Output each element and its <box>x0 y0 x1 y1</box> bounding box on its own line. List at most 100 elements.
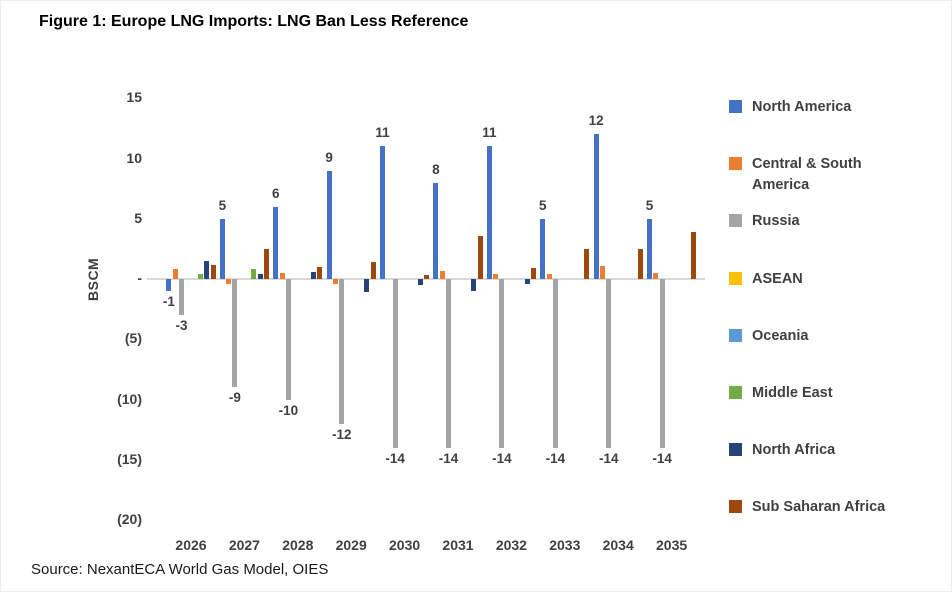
y-tick-label: 5 <box>134 209 142 226</box>
x-tick-label-2027: 2027 <box>228 537 260 553</box>
bar-central-south-america-2035 <box>653 272 659 279</box>
legend-label: Central & South America <box>752 156 862 194</box>
source-note: Source: NexantECA World Gas Model, OIES <box>31 561 329 578</box>
y-tick-label: (15) <box>117 450 142 467</box>
x-tick-label-2035: 2035 <box>656 537 688 553</box>
legend-item-north-america: North America <box>729 97 902 118</box>
data-label: 6 <box>271 185 280 201</box>
legend-item-north-africa: North Africa <box>729 440 902 461</box>
data-label: -14 <box>385 450 405 466</box>
chart-legend: North America Central & South America Russ… <box>716 1 951 591</box>
data-label: -14 <box>545 450 566 466</box>
y-tick-label: (20) <box>117 511 142 527</box>
y-tick-label: 10 <box>126 149 142 166</box>
data-label: -3 <box>175 318 188 334</box>
data-label: 9 <box>325 149 333 165</box>
legend-swatch-icon <box>729 214 742 228</box>
legend-label: Sub Saharan Africa <box>752 499 886 516</box>
legend-label: North Africa <box>752 442 836 459</box>
x-tick-label-2028: 2028 <box>282 537 314 553</box>
bar-russia-2027 <box>232 279 238 388</box>
bar-sub-saharan-africa-2027 <box>263 248 269 279</box>
data-label: 8 <box>432 161 440 177</box>
bar-north-america-2032 <box>486 146 492 279</box>
legend-label: Russia <box>752 213 800 230</box>
x-tick-label-2033: 2033 <box>549 537 581 553</box>
y-tick-label: - <box>137 270 142 286</box>
data-label: -14 <box>492 450 512 466</box>
bar-north-africa-2030 <box>417 279 423 286</box>
bar-russia-2033 <box>552 279 558 448</box>
bar-north-america-2029 <box>326 170 332 279</box>
legend-label: ASEAN <box>752 270 803 287</box>
bar-sub-saharan-africa-2029 <box>370 262 376 279</box>
bar-central-south-america-2026 <box>172 269 178 279</box>
bar-sub-saharan-africa-2033 <box>584 248 590 279</box>
x-tick-label-2030: 2030 <box>389 537 421 553</box>
bar-north-america-2034 <box>593 134 599 279</box>
y-tick-label: 15 <box>126 89 142 106</box>
legend-item-oceania: Oceania <box>729 326 902 347</box>
legend-swatch-icon <box>729 157 742 171</box>
data-label: 11 <box>375 125 390 141</box>
bar-russia-2026 <box>179 279 185 316</box>
bar-sub-saharan-africa-2028 <box>317 266 323 279</box>
legend-swatch-icon <box>729 328 742 342</box>
bar-sub-saharan-africa-2030 <box>424 275 430 279</box>
bar-russia-2031 <box>446 279 452 448</box>
bar-central-south-america-2027 <box>226 279 232 284</box>
x-tick-label-2034: 2034 <box>602 537 634 553</box>
bar-middle-east-2027 <box>251 269 257 279</box>
bar-north-america-2031 <box>433 182 439 279</box>
data-label: 11 <box>482 125 497 141</box>
bar-central-south-america-2033 <box>546 274 552 279</box>
bar-north-america-2027 <box>219 218 225 279</box>
legend-swatch-icon <box>729 100 742 113</box>
legend-item-central-south-america: Central & South America <box>729 154 902 196</box>
bar-russia-2035 <box>659 279 665 448</box>
data-label: -14 <box>598 450 619 466</box>
bar-central-south-america-2034 <box>599 265 605 279</box>
bar-russia-2029 <box>339 279 345 424</box>
x-tick-label-2032: 2032 <box>495 537 527 553</box>
data-label: -14 <box>652 450 672 466</box>
legend-label: North America <box>752 99 852 115</box>
bar-north-africa-2028 <box>311 271 317 279</box>
bar-north-america-2035 <box>647 218 653 279</box>
data-label: 5 <box>645 197 654 213</box>
bar-north-america-2033 <box>540 218 546 279</box>
bar-north-america-2030 <box>380 146 386 279</box>
data-label: -10 <box>278 402 299 418</box>
data-label: 5 <box>538 197 547 213</box>
y-tick-label: (5) <box>124 330 142 347</box>
legend-item-middle-east: Middle East <box>729 383 902 404</box>
x-tick-label-2026: 2026 <box>175 537 207 553</box>
bar-sub-saharan-africa-2032 <box>530 268 536 279</box>
bar-sub-saharan-africa-2034 <box>637 248 643 279</box>
legend-swatch-icon <box>729 271 742 285</box>
data-label: -9 <box>228 390 241 406</box>
bar-north-africa-2032 <box>524 279 530 284</box>
bar-russia-2034 <box>606 279 612 448</box>
data-label: -14 <box>438 450 459 466</box>
bar-north-africa-2029 <box>364 279 370 293</box>
data-label: -12 <box>331 426 352 442</box>
bar-central-south-america-2032 <box>493 274 499 279</box>
data-label: -1 <box>162 294 175 310</box>
bar-central-south-america-2031 <box>439 270 445 279</box>
legend-label: Middle East <box>752 385 833 401</box>
x-axis-zero-line <box>147 278 705 280</box>
legend-swatch-icon <box>729 386 742 399</box>
figure-title: Figure 1: Europe LNG Imports: LNG Ban Le… <box>39 13 469 30</box>
legend-item-russia: Russia <box>729 211 902 232</box>
data-label: 12 <box>588 113 604 129</box>
bar-russia-2030 <box>392 279 398 448</box>
bar-north-america-2026 <box>166 279 172 292</box>
bar-north-africa-2031 <box>471 279 477 292</box>
bar-north-america-2028 <box>273 206 279 279</box>
x-tick-label-2031: 2031 <box>442 537 474 553</box>
bar-middle-east-2026 <box>197 274 203 279</box>
legend-item-sub-saharan-africa: Sub Saharan Africa <box>729 497 902 518</box>
